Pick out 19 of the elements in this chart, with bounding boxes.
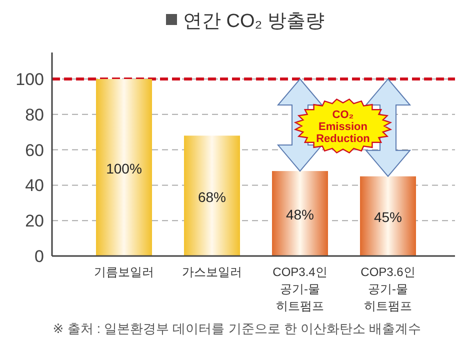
y-tick-label: 20 bbox=[25, 212, 44, 231]
x-tick-label: COP3.6인 공기-물 히트펌프 bbox=[360, 265, 416, 313]
y-tick-label: 60 bbox=[25, 140, 44, 160]
x-tick-label: COP3.4인 공기-물 히트펌프 bbox=[272, 265, 328, 313]
bar bbox=[96, 79, 152, 256]
data-label: 48% bbox=[286, 206, 314, 223]
x-tick-label: 가스보일러 bbox=[182, 265, 242, 279]
annotation: CO₂ Emission Reduction bbox=[316, 109, 370, 145]
text: ※ 출처 : 일본환경부 데이터를 기준으로 한 이산화탄소 배출계수 bbox=[52, 321, 422, 336]
x-tick-label: 기름보일러 bbox=[94, 265, 154, 279]
chart-title: 연간 CO₂ 방출량 bbox=[183, 11, 324, 32]
y-tick-label: 0 bbox=[34, 247, 44, 266]
bar bbox=[184, 136, 240, 256]
y-tick-label: 40 bbox=[25, 176, 44, 196]
data-label: 68% bbox=[198, 188, 226, 205]
y-tick-label: 100 bbox=[16, 70, 44, 89]
y-tick-label: 80 bbox=[25, 105, 44, 124]
data-label: 100% bbox=[106, 160, 142, 176]
data-label: 45% bbox=[374, 209, 402, 226]
